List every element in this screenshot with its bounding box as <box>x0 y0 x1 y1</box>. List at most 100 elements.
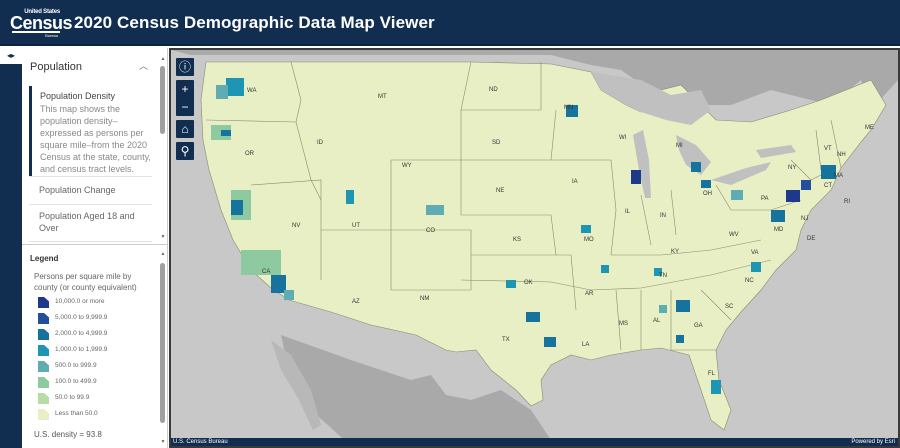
svg-text:MO: MO <box>584 237 594 243</box>
svg-text:MT: MT <box>378 94 387 100</box>
svg-text:WA: WA <box>247 88 256 94</box>
search-button[interactable]: ⚲ <box>176 142 194 160</box>
svg-text:VA: VA <box>751 250 759 256</box>
census-bureau-logo[interactable]: United States Census Bureau <box>10 9 73 38</box>
legend-swatch <box>38 377 49 388</box>
map-view[interactable]: WA OR ID MT WY ND SD NE NV UT CO KS CA A… <box>169 48 900 448</box>
lake-huron <box>676 135 711 175</box>
chevron-up-icon[interactable]: ︿ <box>139 61 149 71</box>
collapse-expand-icon[interactable]: ◂▸ <box>0 48 22 64</box>
svg-text:RI: RI <box>844 199 850 205</box>
legend-title: Legend <box>30 254 59 263</box>
legend-label: 50.0 to 99.9 <box>55 394 90 401</box>
svg-text:CA: CA <box>262 269 270 275</box>
svg-text:WI: WI <box>619 135 627 141</box>
scrollbar-thumb[interactable] <box>160 263 165 423</box>
layers-scrollbar[interactable]: ▲ ▼ <box>160 56 166 240</box>
legend-label: 1,000.0 to 1,999.9 <box>55 346 108 353</box>
divider <box>29 241 152 242</box>
legend-scrollbar[interactable]: ▲ ▼ <box>160 251 166 445</box>
powered-by-link[interactable]: Powered by Esri <box>851 439 895 445</box>
legend-swatch <box>38 409 49 420</box>
zoom-in-icon[interactable]: + <box>181 82 189 96</box>
logo-underline <box>12 31 60 33</box>
svg-text:ND: ND <box>489 87 498 93</box>
legend-swatch <box>38 313 49 324</box>
lake-ontario <box>756 145 796 158</box>
svg-text:NY: NY <box>788 165 796 171</box>
svg-text:KS: KS <box>513 237 521 243</box>
us-landmass <box>200 61 887 431</box>
app-header: United States Census Bureau 2020 Census … <box>0 0 900 46</box>
svg-text:SD: SD <box>492 140 501 146</box>
svg-text:NM: NM <box>420 296 429 302</box>
info-button[interactable]: ⓘ <box>176 58 194 76</box>
legend-label: 500.0 to 999.9 <box>55 362 97 369</box>
layer-item-population-change[interactable]: Population Change <box>39 185 116 195</box>
svg-text:ME: ME <box>865 125 874 131</box>
legend-item: Less than 50.0 <box>38 408 158 422</box>
svg-text:NV: NV <box>292 223 300 229</box>
svg-text:CO: CO <box>426 228 435 234</box>
svg-text:OR: OR <box>245 151 255 157</box>
density-patches <box>211 78 836 394</box>
legend-swatch <box>38 345 49 356</box>
divider <box>29 204 152 205</box>
legend-swatch <box>38 329 49 340</box>
side-rail <box>0 48 22 448</box>
svg-text:VT: VT <box>824 146 832 152</box>
svg-text:PA: PA <box>761 196 769 202</box>
svg-text:NC: NC <box>745 278 754 284</box>
scrollbar-thumb[interactable] <box>160 66 165 134</box>
layers-section: Population ︿ Population Density This map… <box>22 48 168 244</box>
scroll-up-icon[interactable]: ▲ <box>160 251 166 257</box>
svg-text:OK: OK <box>524 280 533 286</box>
legend-item: 100.0 to 499.9 <box>38 376 158 390</box>
search-icon: ⚲ <box>180 144 190 158</box>
svg-text:TN: TN <box>659 273 667 279</box>
svg-text:LA: LA <box>582 342 589 348</box>
layer-item-title: Population Density <box>40 91 116 101</box>
legend-label: 5,000.0 to 9,999.9 <box>55 314 108 321</box>
layer-item-population-aged-18-and-over[interactable]: Population Aged 18 and Over <box>39 211 135 233</box>
section-header-population[interactable]: Population ︿ <box>22 48 158 84</box>
legend-item: 50.0 to 99.9 <box>38 392 158 406</box>
state-labels: WA OR ID MT WY ND SD NE NV UT CO KS CA A… <box>245 87 874 377</box>
section-separator <box>22 244 168 245</box>
scroll-down-icon[interactable]: ▼ <box>160 439 166 445</box>
mexico-landmass <box>281 335 566 446</box>
legend-swatch <box>38 297 49 308</box>
lake-erie <box>711 162 771 185</box>
us-density-note: U.S. density = 93.8 <box>34 430 102 439</box>
svg-text:IA: IA <box>572 179 578 185</box>
legend-item: 2,000.0 to 4,999.9 <box>38 328 158 342</box>
choropleth-map[interactable]: WA OR ID MT WY ND SD NE NV UT CO KS CA A… <box>171 50 898 446</box>
app-title: 2020 Census Demographic Data Map Viewer <box>74 13 435 32</box>
svg-text:CT: CT <box>824 183 832 189</box>
svg-text:KY: KY <box>671 249 679 255</box>
divider <box>29 176 152 177</box>
svg-text:GA: GA <box>694 323 703 329</box>
legend-section: Legend Persons per square mile by county… <box>22 245 168 448</box>
svg-text:MD: MD <box>774 227 784 233</box>
legend-item: 10,000.0 or more <box>38 296 158 310</box>
lake-michigan <box>633 130 651 198</box>
scroll-down-icon[interactable]: ▼ <box>160 234 166 240</box>
svg-text:OH: OH <box>703 191 712 197</box>
home-button[interactable]: ⌂ <box>176 120 194 138</box>
zoom-out-icon[interactable]: − <box>181 100 189 114</box>
svg-text:MN: MN <box>564 105 573 111</box>
lake-superior <box>591 72 711 125</box>
svg-text:AL: AL <box>653 318 661 324</box>
side-panel: Population ︿ Population Density This map… <box>22 48 168 448</box>
svg-text:IL: IL <box>625 209 631 215</box>
svg-text:UT: UT <box>352 223 360 229</box>
legend-label: Less than 50.0 <box>55 410 98 417</box>
scroll-up-icon[interactable]: ▲ <box>160 56 166 62</box>
state-boundaries <box>205 61 842 351</box>
home-icon: ⌂ <box>181 122 189 136</box>
legend-label: 2,000.0 to 4,999.9 <box>55 330 108 337</box>
svg-text:SC: SC <box>725 304 734 310</box>
svg-text:AR: AR <box>585 291 594 297</box>
layer-item-population-density[interactable]: Population Density This map shows the po… <box>29 86 152 176</box>
